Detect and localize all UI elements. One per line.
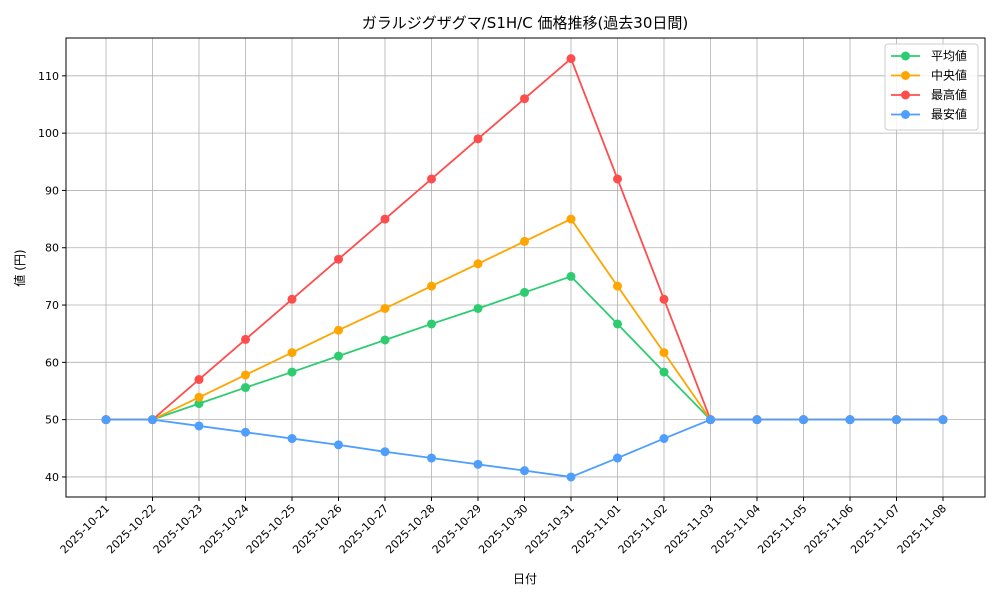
y-tick-label: 40 — [45, 471, 59, 484]
y-tick-label: 80 — [45, 242, 59, 255]
data-point — [938, 415, 948, 425]
data-point — [427, 319, 436, 329]
data-point — [520, 94, 529, 104]
data-point — [287, 434, 297, 444]
data-point — [520, 236, 529, 246]
data-point — [566, 472, 576, 482]
data-point — [334, 351, 343, 361]
data-point — [148, 415, 157, 425]
data-point — [659, 367, 669, 377]
data-point — [520, 466, 529, 476]
data-point — [520, 287, 529, 297]
legend-label: 最安値 — [931, 107, 967, 122]
x-axis-label: 日付 — [513, 572, 537, 586]
data-point — [334, 325, 343, 335]
data-point — [101, 415, 111, 425]
data-point — [194, 399, 204, 409]
data-point — [659, 294, 669, 304]
data-point — [241, 370, 250, 380]
series-layer — [101, 54, 948, 482]
y-axis: 40 50 60 70 80 90 100 110 — [38, 70, 66, 484]
data-point — [427, 174, 436, 184]
data-point — [473, 303, 483, 313]
data-point — [473, 459, 483, 469]
data-point — [473, 134, 483, 144]
legend-item: 最安値 — [891, 107, 967, 122]
data-point — [287, 348, 297, 358]
data-point — [799, 415, 808, 425]
grid — [66, 38, 985, 497]
data-point — [241, 427, 250, 437]
x-axis: 2025-10-212025-10-222025-10-232025-10-24… — [58, 497, 949, 556]
data-point — [613, 319, 622, 329]
data-point — [241, 383, 250, 393]
data-point — [427, 453, 436, 463]
data-point — [473, 259, 483, 269]
data-point — [659, 434, 669, 444]
y-tick-label: 100 — [38, 127, 59, 140]
data-point — [287, 367, 297, 377]
data-point — [194, 375, 204, 385]
data-point — [380, 303, 390, 313]
data-point — [566, 214, 576, 224]
data-point — [566, 271, 576, 281]
legend-marker — [901, 110, 910, 119]
data-point — [613, 281, 622, 291]
y-tick-label: 60 — [45, 356, 59, 369]
data-point — [706, 415, 715, 425]
series-3 — [101, 415, 948, 482]
y-tick-label: 70 — [45, 299, 59, 312]
y-tick-label: 50 — [45, 414, 59, 427]
legend-label: 中央値 — [931, 68, 967, 83]
data-point — [287, 294, 297, 304]
legend-item: 平均値 — [891, 48, 967, 63]
y-tick-label: 110 — [38, 70, 59, 83]
legend-marker — [901, 51, 910, 61]
data-point — [334, 254, 343, 264]
data-point — [613, 453, 622, 463]
legend-marker — [901, 71, 910, 80]
legend-item: 最高値 — [891, 87, 967, 102]
legend-item: 中央値 — [891, 68, 967, 83]
data-point — [613, 174, 622, 184]
chart-title: ガラルジグザグマ/S1H/C 価格推移(過去30日間) — [362, 14, 689, 32]
x-tick-label: 2025-11-08 — [895, 502, 949, 556]
data-point — [380, 214, 390, 224]
y-tick-label: 90 — [45, 184, 59, 197]
data-point — [566, 54, 576, 64]
data-point — [241, 334, 250, 344]
data-point — [427, 281, 436, 291]
legend-label: 最高値 — [931, 87, 967, 102]
data-point — [845, 415, 855, 425]
data-point — [380, 335, 390, 345]
data-point — [659, 348, 669, 358]
data-point — [194, 421, 204, 431]
legend-label: 平均値 — [931, 48, 967, 63]
data-point — [892, 415, 901, 425]
data-point — [752, 415, 762, 425]
y-axis-label: 値 (円) — [12, 249, 27, 286]
data-point — [334, 440, 343, 450]
plot-frame — [65, 37, 986, 498]
legend-box — [884, 43, 979, 131]
legend-marker — [901, 90, 910, 100]
data-point — [194, 392, 204, 402]
data-point — [380, 447, 390, 457]
